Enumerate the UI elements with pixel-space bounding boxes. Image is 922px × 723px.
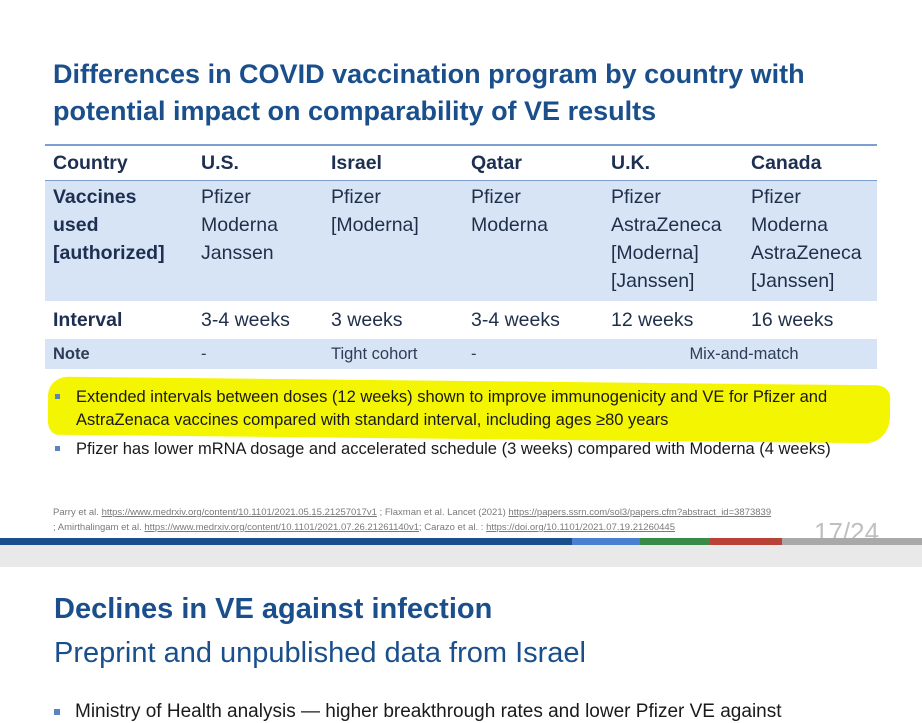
bullet-item: Extended intervals between doses (12 wee… xyxy=(55,386,895,432)
slide-18: Declines in VE against infection Preprin… xyxy=(0,567,922,719)
header-us: U.S. xyxy=(193,145,323,181)
bullet-square-icon xyxy=(55,446,60,451)
ref-text: ; Carazo et al. : xyxy=(419,522,486,533)
footer-bar-segment xyxy=(572,538,640,545)
cell-vaccines-israel: Pfizer [Moderna] xyxy=(323,181,463,302)
ref-link[interactable]: https://www.medrxiv.org/content/10.1101/… xyxy=(144,522,419,533)
ref-text: ; Flaxman et al. Lancet (2021) xyxy=(377,507,508,518)
slide-subtitle: Preprint and unpublished data from Israe… xyxy=(54,637,586,670)
references: Parry et al. https://www.medrxiv.org/con… xyxy=(53,505,883,535)
cell-vaccines-us: Pfizer Moderna Janssen xyxy=(193,181,323,302)
bullet-text-1: Extended intervals between doses (12 wee… xyxy=(76,388,827,429)
cell-note-qatar: - xyxy=(463,339,603,369)
row-label-interval: Interval xyxy=(45,301,193,339)
row-label-vaccines: Vaccines used [authorized] xyxy=(45,181,193,302)
bullet-list: Extended intervals between doses (12 wee… xyxy=(55,386,895,461)
slide-gap xyxy=(0,545,922,567)
cell-interval-canada: 16 weeks xyxy=(743,301,877,339)
bullet-square-icon xyxy=(55,394,60,399)
footer-bar-segment xyxy=(782,538,922,545)
cell-vaccines-uk: Pfizer AstraZeneca [Moderna] [Janssen] xyxy=(603,181,743,302)
slide-17: Differences in COVID vaccination program… xyxy=(0,0,922,545)
cell-note-uk-canada: Mix-and-match xyxy=(603,339,877,369)
cell-interval-us: 3-4 weeks xyxy=(193,301,323,339)
table-header-row: Country U.S. Israel Qatar U.K. Canada xyxy=(45,145,877,181)
comparison-table: Country U.S. Israel Qatar U.K. Canada Va… xyxy=(45,144,877,369)
cell-interval-israel: 3 weeks xyxy=(323,301,463,339)
ref-link[interactable]: https://papers.ssrn.com/sol3/papers.cfm?… xyxy=(508,507,771,518)
ref-link[interactable]: https://www.medrxiv.org/content/10.1101/… xyxy=(102,507,377,518)
row-label-note: Note xyxy=(45,339,193,369)
footer-bar-segment xyxy=(640,538,710,545)
table-row-note: Note - Tight cohort - Mix-and-match xyxy=(45,339,877,369)
cell-note-us: - xyxy=(193,339,323,369)
header-country: Country xyxy=(45,145,193,181)
bullet-text-2: Pfizer has lower mRNA dosage and acceler… xyxy=(76,440,831,458)
ref-text: ; Amirthalingam et al. xyxy=(53,522,144,533)
slide-title: Differences in COVID vaccination program… xyxy=(53,56,903,130)
cell-vaccines-canada: Pfizer Moderna AstraZeneca [Janssen] xyxy=(743,181,877,302)
bullet-square-icon xyxy=(54,709,60,715)
cell-interval-qatar: 3-4 weeks xyxy=(463,301,603,339)
header-uk: U.K. xyxy=(603,145,743,181)
table-row-vaccines: Vaccines used [authorized] Pfizer Modern… xyxy=(45,181,877,302)
cell-note-israel: Tight cohort xyxy=(323,339,463,369)
header-israel: Israel xyxy=(323,145,463,181)
slide-title: Declines in VE against infection xyxy=(54,593,492,626)
footer-bar-segment xyxy=(710,538,782,545)
cell-vaccines-qatar: Pfizer Moderna xyxy=(463,181,603,302)
header-canada: Canada xyxy=(743,145,877,181)
reference-line-2: ; Amirthalingam et al. https://www.medrx… xyxy=(53,520,883,535)
cell-interval-uk: 12 weeks xyxy=(603,301,743,339)
ref-text: Parry et al. xyxy=(53,507,102,518)
slide-footer-bar xyxy=(0,538,922,545)
header-qatar: Qatar xyxy=(463,145,603,181)
bullet-item: Ministry of Health analysis — higher bre… xyxy=(54,701,914,723)
table-row-interval: Interval 3-4 weeks 3 weeks 3-4 weeks 12 … xyxy=(45,301,877,339)
ref-link[interactable]: https://doi.org/10.1101/2021.07.19.21260… xyxy=(486,522,675,533)
bullet-item: Pfizer has lower mRNA dosage and acceler… xyxy=(55,438,895,461)
reference-line-1: Parry et al. https://www.medrxiv.org/con… xyxy=(53,505,883,520)
row-label-vaccines-text: Vaccines used [authorized] xyxy=(53,183,178,267)
